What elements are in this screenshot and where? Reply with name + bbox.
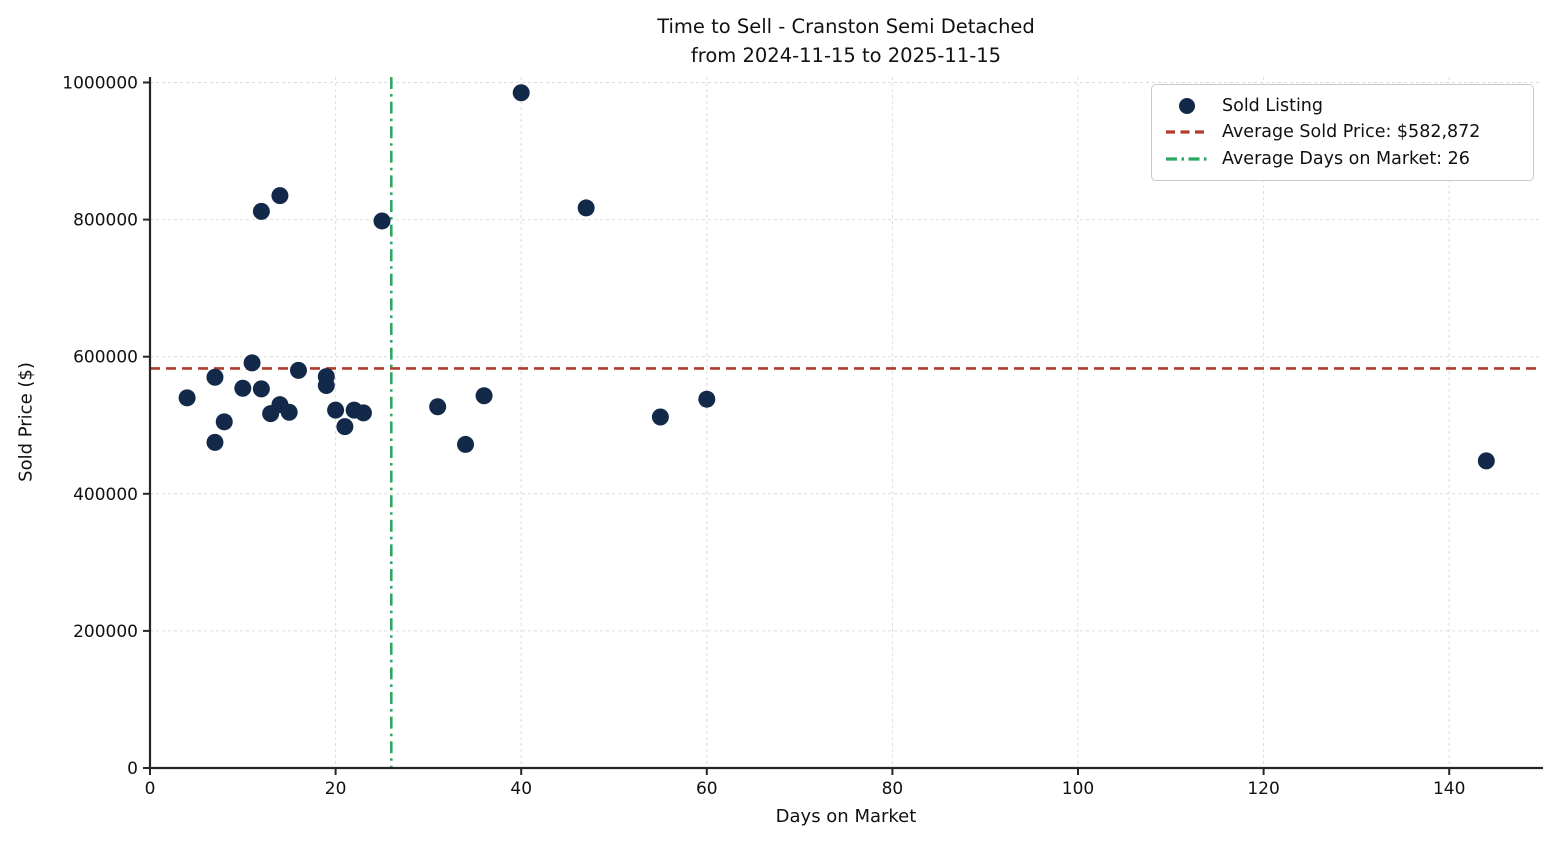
- x-tick-label: 120: [1247, 779, 1279, 799]
- x-tick-label: 20: [325, 779, 347, 799]
- scatter-point: [457, 435, 475, 453]
- legend-label-average-days-on-market: Average Days on Market: 26: [1222, 148, 1470, 169]
- scatter-point: [429, 398, 447, 416]
- legend-label-average-sold-price: Average Sold Price: $582,872: [1222, 122, 1481, 143]
- y-tick-label: 600000: [73, 348, 138, 368]
- scatter-point: [577, 199, 595, 217]
- legend-item-sold-listing: Sold Listing: [1164, 93, 1521, 119]
- scatter-point: [327, 401, 345, 419]
- x-tick-label: 140: [1433, 779, 1465, 799]
- x-tick-label: 60: [696, 779, 718, 799]
- scatter-point: [651, 408, 669, 426]
- y-tick-label: 200000: [73, 622, 138, 642]
- avg-days-on-market-line-icon: [1166, 157, 1208, 161]
- scatter-point: [271, 187, 289, 205]
- chart-subtitle: from 2024-11-15 to 2025-11-15: [690, 44, 1002, 68]
- legend-item-average-days-on-market: Average Days on Market: 26: [1164, 146, 1521, 172]
- scatter-point: [280, 403, 298, 421]
- x-tick-label: 40: [510, 779, 532, 799]
- scatter-point: [512, 84, 530, 102]
- scatter-point: [234, 379, 252, 397]
- chart-title-block: Time to Sell - Cranston Semi Detached fr…: [150, 12, 1542, 71]
- scatter-point: [206, 368, 224, 386]
- scatter-point: [178, 389, 196, 407]
- avg-sold-price-line-icon: [1166, 130, 1208, 135]
- scatter-point: [206, 433, 224, 451]
- scatter-point: [475, 387, 493, 405]
- scatter-point: [698, 390, 716, 408]
- x-axis-label: Days on Market: [775, 806, 917, 827]
- x-tick-label: 80: [882, 779, 904, 799]
- sold-listing-marker-icon: [1179, 98, 1195, 115]
- chart-title: Time to Sell - Cranston Semi Detached: [657, 15, 1035, 38]
- legend-label-sold-listing: Sold Listing: [1222, 96, 1324, 117]
- scatter-point: [336, 418, 354, 436]
- legend: Sold Listing Average Sold Price: $582,87…: [1151, 84, 1534, 181]
- scatter-point: [215, 413, 233, 431]
- scatter-point: [317, 368, 335, 386]
- scatter-point: [252, 380, 270, 398]
- scatter-point: [354, 404, 372, 422]
- scatter-point: [289, 361, 307, 379]
- y-tick-label: 0: [127, 759, 138, 779]
- x-tick-label: 0: [145, 779, 156, 799]
- y-tick-label: 400000: [73, 485, 138, 505]
- scatter-point: [1477, 452, 1495, 470]
- scatter-point: [252, 202, 270, 220]
- scatter-point: [373, 212, 391, 230]
- y-tick-label: 1000000: [62, 73, 138, 93]
- legend-item-average-sold-price: Average Sold Price: $582,872: [1164, 119, 1521, 145]
- scatter-point: [243, 354, 261, 372]
- x-tick-label: 100: [1062, 779, 1094, 799]
- y-tick-label: 800000: [73, 211, 138, 231]
- y-axis-label: Sold Price ($): [15, 362, 37, 482]
